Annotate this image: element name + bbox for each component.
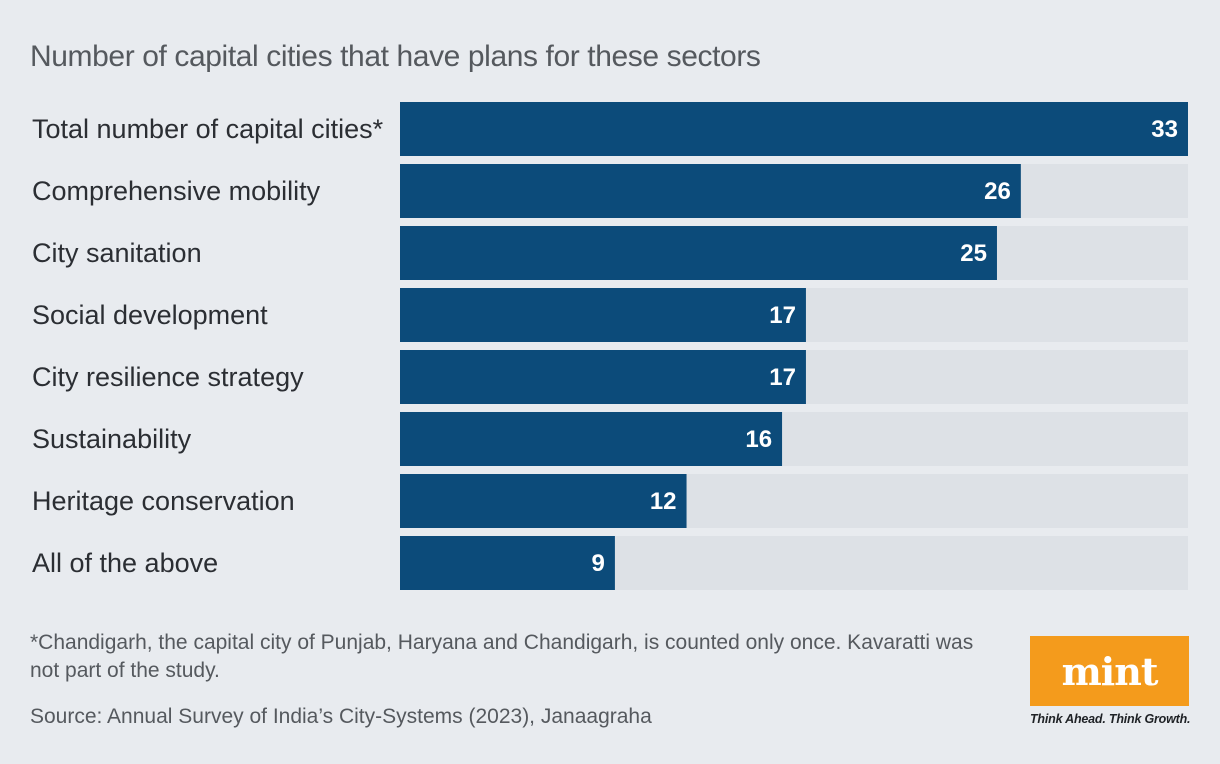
data-label: 9 [592,550,605,577]
data-label: 17 [769,364,796,391]
category-label: City sanitation [32,238,202,268]
category-label: Social development [32,300,268,330]
data-label: 25 [960,240,987,267]
category-label: Heritage conservation [32,486,295,516]
bar [400,226,997,280]
category-label: City resilience strategy [32,362,304,392]
data-label: 26 [984,178,1011,205]
bar [400,536,615,590]
logo-text: mint [1061,648,1159,694]
bar [400,412,783,466]
bar [400,350,806,404]
bar [400,474,687,528]
data-label: 33 [1151,116,1178,143]
category-label: Sustainability [32,424,192,454]
mint-logo: mint [1030,636,1189,706]
footnote: *Chandigarh, the capital city of Punjab,… [30,631,974,682]
category-label: Comprehensive mobility [32,176,321,206]
bar [400,288,806,342]
data-label: 16 [745,426,772,453]
chart-title: Number of capital cities that have plans… [30,40,761,73]
category-label: Total number of capital cities* [32,114,384,144]
category-label: All of the above [32,548,218,578]
data-label: 17 [769,302,796,329]
bar [400,102,1188,156]
brand-tagline: Think Ahead. Think Growth. [1030,712,1191,726]
bar-chart: Total number of capital cities* 33 Compreh… [32,102,1188,590]
source-note: Source: Annual Survey of India’s City-Sy… [30,705,652,728]
data-label: 12 [650,488,677,515]
bar [400,164,1021,218]
